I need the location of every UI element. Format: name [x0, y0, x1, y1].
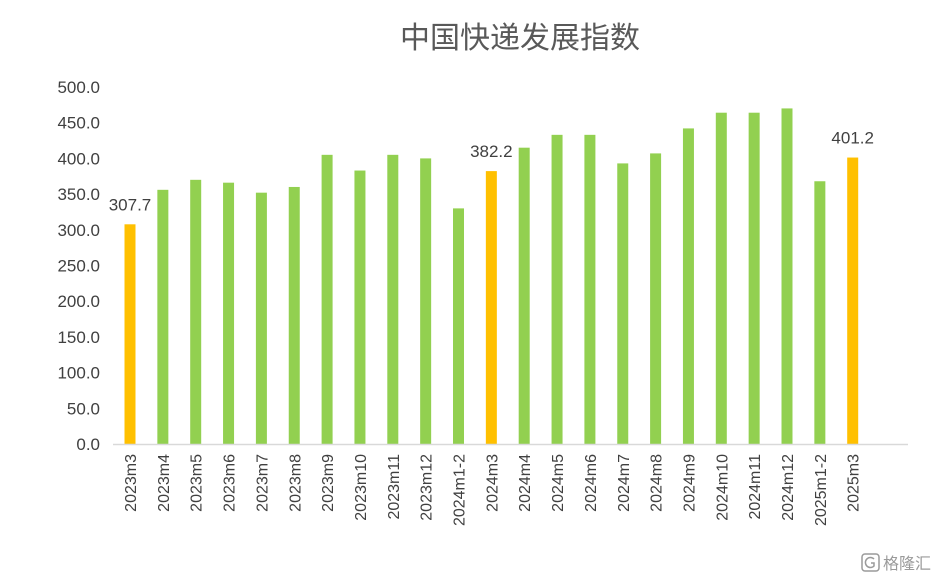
y-tick-label: 100.0 — [57, 364, 100, 383]
y-tick-label: 450.0 — [57, 114, 100, 133]
y-tick-label: 500.0 — [57, 78, 100, 97]
x-tick-label: 2024m5 — [550, 454, 567, 512]
bar-2024m5 — [551, 134, 563, 444]
bar-2023m10 — [354, 170, 366, 444]
x-tick-label: 2023m3 — [123, 454, 140, 512]
gelonghui-logo-icon — [861, 553, 880, 572]
y-tick-label: 350.0 — [57, 185, 100, 204]
watermark: 格隆汇 — [861, 553, 931, 573]
data-label-2023m3: 307.7 — [109, 195, 152, 214]
x-tick-label: 2024m4 — [517, 454, 534, 512]
bar-2023m3 — [124, 224, 136, 444]
chart-title: 中国快递发展指数 — [400, 21, 640, 56]
bar-2024m12 — [781, 108, 793, 445]
y-tick-label: 0.0 — [76, 435, 100, 454]
y-tick-label: 50.0 — [67, 399, 100, 418]
x-tick-label: 2023m12 — [419, 454, 436, 521]
bar-2024m8 — [650, 153, 662, 445]
x-tick-label: 2024m8 — [649, 454, 666, 512]
x-tick-label: 2023m4 — [156, 454, 173, 512]
y-axis-ticks: 0.0 50.0 100.0 150.0 200.0 250.0 300.0 350.0 400… — [57, 78, 100, 454]
bar-2024m4 — [518, 147, 530, 444]
y-tick-label: 150.0 — [57, 328, 100, 347]
x-tick-label: 2024m7 — [616, 454, 633, 512]
bar-2025m1-2 — [814, 181, 826, 445]
bar-2024m1-2 — [453, 208, 464, 444]
bar-2023m9 — [321, 154, 333, 444]
x-tick-label: 2024m3 — [484, 454, 501, 512]
x-tick-label: 2023m10 — [353, 454, 370, 521]
bar-2024m10 — [715, 112, 727, 444]
bar-2023m6 — [223, 182, 235, 444]
x-tick-label: 2025m3 — [846, 454, 863, 512]
x-tick-label: 2024m6 — [583, 454, 600, 512]
bar-2024m6 — [584, 134, 596, 444]
bar-2023m8 — [288, 186, 300, 444]
bar-2024m9 — [682, 128, 694, 445]
x-tick-label: 2024m11 — [747, 454, 764, 520]
bar-2024m3 — [485, 171, 497, 445]
x-tick-label: 2024m12 — [780, 454, 797, 521]
x-axis-ticks: 2023m3 2023m4 2023m5 2023m6 2023m7 2023m8 2023… — [123, 454, 863, 526]
x-tick-label: 2023m8 — [287, 454, 304, 512]
bar-2024m7 — [617, 163, 629, 444]
x-tick-label: 2023m11 — [386, 454, 403, 520]
y-tick-label: 200.0 — [57, 292, 100, 311]
x-tick-label: 2023m7 — [254, 454, 271, 512]
x-tick-label: 2023m9 — [320, 454, 337, 512]
bars — [124, 108, 859, 445]
watermark-text: 格隆汇 — [883, 554, 931, 573]
bar-2023m5 — [190, 179, 202, 444]
y-tick-label: 250.0 — [57, 257, 100, 276]
data-label-2024m3: 382.2 — [470, 142, 513, 161]
x-tick-label: 2024m1-2 — [452, 454, 469, 526]
bar-2023m7 — [255, 192, 267, 444]
bar-2023m12 — [420, 158, 432, 444]
bar-2025m3 — [847, 157, 859, 444]
data-label-2025m3: 401.2 — [831, 129, 874, 148]
bar-2024m11 — [748, 112, 760, 444]
x-tick-label: 2023m6 — [222, 454, 239, 512]
bar-2023m11 — [387, 154, 399, 444]
bar-2023m4 — [157, 189, 169, 444]
data-labels: 307.7 382.2 401.2 — [109, 129, 874, 215]
y-tick-label: 400.0 — [57, 149, 100, 168]
x-tick-label: 2023m5 — [189, 454, 206, 512]
x-tick-label: 2024m10 — [714, 454, 731, 521]
x-tick-label: 2025m1-2 — [813, 454, 830, 526]
y-tick-label: 300.0 — [57, 221, 100, 240]
x-tick-label: 2024m9 — [681, 454, 698, 512]
